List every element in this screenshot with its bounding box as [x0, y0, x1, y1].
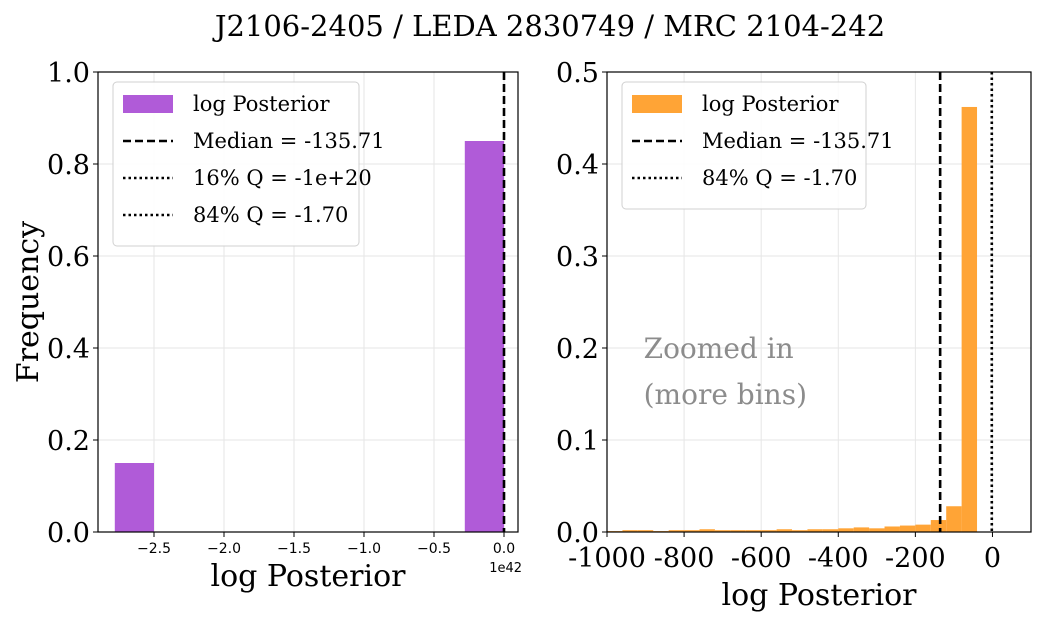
y-tick-label: 0.4: [47, 334, 90, 365]
x-tick-label: −2.0: [207, 541, 241, 557]
figure-title: J2106-2405 / LEDA 2830749 / MRC 2104-242: [212, 9, 885, 43]
histogram-bar: [714, 530, 731, 532]
x-tick-label: -1000: [568, 543, 646, 574]
histogram-bar: [637, 530, 654, 532]
x-offset-label: 1e42: [489, 561, 522, 576]
x-tick-label: -400: [808, 543, 869, 574]
histogram-bar: [622, 530, 638, 532]
zoom-annotation: Zoomed in: [644, 332, 794, 365]
legend-entry-label: log Posterior: [702, 92, 839, 116]
histogram-bar: [899, 525, 916, 532]
histogram-bar: [699, 529, 715, 532]
left-histogram-panel: −2.5 −2.0 −1.5 −1.0 −0.5 0.0 0.0 0.2 0.4 0.6 0.8 1.…: [11, 58, 522, 594]
y-tick-label: 0.8: [47, 150, 90, 181]
legend-frame: [112, 81, 360, 247]
histogram-bar: [761, 530, 777, 532]
histogram-bar: [946, 506, 962, 532]
histogram-bar: [730, 530, 746, 532]
histogram-bar: [776, 529, 793, 532]
histogram-bar: [869, 528, 885, 532]
x-tick-label: 0.0: [493, 541, 515, 557]
histogram-bar: [930, 520, 947, 532]
legend: log Posterior Median = -135.71 84% Q = -1.…: [621, 81, 894, 210]
histogram-bar: [961, 106, 978, 532]
histogram-bar: [915, 524, 931, 532]
y-axis-label: Frequency: [11, 221, 46, 383]
histogram-bar: [807, 529, 823, 532]
right-histogram-panel: -1000 -800 -600 -400 -200 0 0.0 0.1 0.2 0.3 0.4 0.5…: [556, 58, 1032, 613]
x-tick-label: -600: [731, 543, 792, 574]
x-tick-label: 0: [984, 543, 1001, 574]
y-tick-label: 0.0: [556, 518, 599, 549]
y-tick-label: 1.0: [47, 58, 90, 89]
legend-entry-label: log Posterior: [193, 92, 330, 116]
y-tick-label: 0.0: [47, 518, 90, 549]
legend: log Posterior Median = -135.71 16% Q = -1e…: [112, 81, 385, 247]
y-tick-label: 0.6: [47, 242, 90, 273]
histogram-bar: [822, 529, 839, 532]
histogram-bar: [464, 141, 504, 532]
x-axis-label: log Posterior: [722, 578, 918, 613]
legend-entry-label: 16% Q = -1e+20: [193, 166, 372, 190]
x-tick-label: −2.5: [137, 541, 171, 557]
axes-frame: [606, 71, 1032, 533]
x-tick-label: −1.5: [277, 541, 311, 557]
x-axis-label: log Posterior: [211, 559, 407, 594]
x-tick-label: -800: [654, 543, 715, 574]
legend-entry-label: Median = -135.71: [702, 129, 894, 153]
y-tick-label: 0.3: [556, 242, 599, 273]
legend-frame: [621, 81, 867, 210]
histogram-bar: [668, 530, 685, 532]
histogram-bar: [838, 528, 854, 532]
bars: [607, 106, 978, 532]
legend-entry-label: Median = -135.71: [193, 129, 385, 153]
legend-swatch: [123, 95, 173, 113]
x-tick-label: −0.5: [417, 541, 451, 557]
histogram-bar: [792, 530, 808, 532]
legend-swatch: [632, 95, 682, 113]
x-tick-label: −1.0: [347, 541, 381, 557]
histogram-bar: [884, 526, 900, 532]
bars: [114, 141, 504, 532]
histogram-bar: [114, 463, 154, 532]
y-tick-label: 0.2: [556, 334, 599, 365]
legend-entry-label: 84% Q = -1.70: [702, 166, 857, 190]
legend-entry-label: 84% Q = -1.70: [193, 203, 348, 227]
y-tick-label: 0.1: [556, 426, 599, 457]
zoom-annotation: (more bins): [644, 378, 807, 411]
axes-frame: [97, 71, 519, 533]
y-tick-label: 0.5: [556, 58, 599, 89]
y-tick-label: 0.4: [556, 150, 599, 181]
histogram-bar: [684, 530, 700, 532]
y-tick-label: 0.2: [47, 426, 90, 457]
histogram-bar: [745, 530, 762, 532]
histogram-bar: [853, 527, 870, 532]
x-tick-label: -200: [885, 543, 946, 574]
